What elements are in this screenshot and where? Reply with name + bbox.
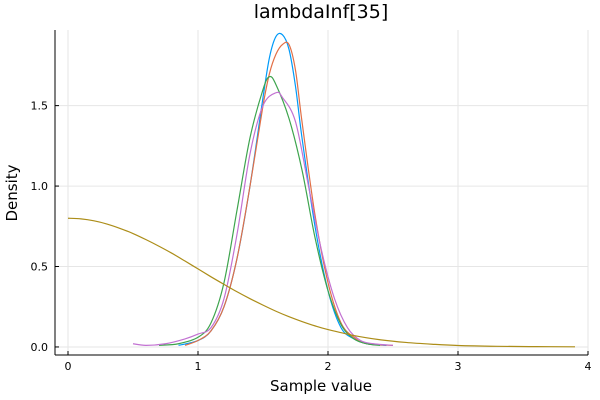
x-tick-label: 4 bbox=[585, 360, 592, 373]
y-tick-label: 1.0 bbox=[31, 180, 49, 193]
series-lines bbox=[67, 32, 576, 348]
x-tick-label: 1 bbox=[195, 360, 202, 373]
ticks: 0 1 2 3 4 0.0 0.5 1.0 1.5 bbox=[31, 100, 592, 373]
series-line-2 bbox=[184, 41, 394, 346]
grid bbox=[55, 30, 589, 355]
y-tick-label: 1.5 bbox=[31, 100, 49, 113]
series-line-1 bbox=[178, 32, 387, 346]
chart-title: lambdaInf[35] bbox=[254, 1, 389, 23]
y-tick-label: 0.0 bbox=[31, 341, 49, 354]
x-axis-title: Sample value bbox=[270, 377, 372, 395]
y-tick-label: 0.5 bbox=[31, 261, 49, 274]
x-tick-label: 2 bbox=[325, 360, 332, 373]
series-line-4 bbox=[132, 91, 394, 346]
x-tick-label: 3 bbox=[455, 360, 462, 373]
axes bbox=[54, 30, 588, 356]
series-line-3 bbox=[158, 75, 381, 346]
x-tick-label: 0 bbox=[65, 360, 72, 373]
y-axis-title: Density bbox=[3, 164, 21, 221]
series-line-5 bbox=[67, 217, 576, 348]
